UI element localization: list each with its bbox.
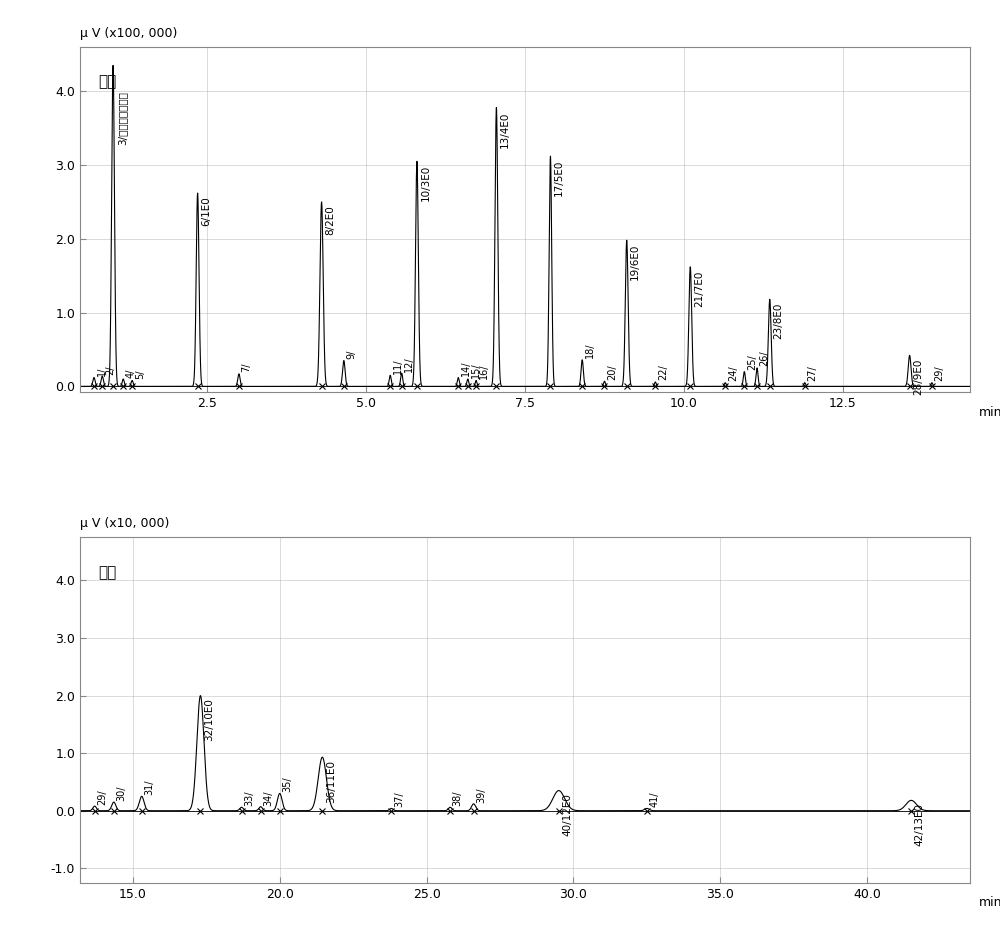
Text: 29/: 29/	[935, 365, 945, 381]
Text: 35/: 35/	[282, 777, 292, 793]
Text: 24/: 24/	[728, 365, 738, 381]
Text: 4/: 4/	[126, 368, 136, 377]
Text: 26/: 26/	[760, 351, 770, 366]
Text: 6/1E0: 6/1E0	[201, 197, 211, 226]
Text: 30/: 30/	[116, 785, 126, 801]
Text: 31/: 31/	[144, 779, 154, 795]
Text: 41/: 41/	[650, 792, 660, 808]
Text: 2/: 2/	[105, 365, 115, 375]
Text: min: min	[979, 406, 1000, 419]
Text: 36/11E0: 36/11E0	[326, 760, 336, 803]
Text: 38/: 38/	[453, 791, 463, 806]
Text: 27/: 27/	[807, 365, 817, 381]
Text: 11/: 11/	[393, 359, 403, 374]
Text: 32/10E0: 32/10E0	[204, 699, 214, 742]
Text: 42/13E0: 42/13E0	[915, 803, 925, 846]
Text: 色谱: 色谱	[98, 74, 116, 89]
Text: 16/: 16/	[479, 363, 489, 379]
Text: 28/9E0: 28/9E0	[913, 359, 923, 395]
Text: 17/5E0: 17/5E0	[554, 160, 564, 196]
Text: 13/4E0: 13/4E0	[500, 111, 510, 147]
Text: 33/: 33/	[244, 791, 254, 806]
Text: min: min	[979, 897, 1000, 910]
Text: 39/: 39/	[476, 787, 486, 803]
Text: 15/: 15/	[470, 362, 480, 377]
Text: 20/: 20/	[607, 364, 617, 379]
Text: 1/: 1/	[97, 366, 107, 376]
Text: 34/: 34/	[263, 790, 273, 806]
Text: 8/2E0: 8/2E0	[325, 206, 335, 236]
Text: 12/: 12/	[404, 356, 414, 372]
Text: 14/: 14/	[461, 361, 471, 376]
Text: 10/3E0: 10/3E0	[420, 165, 430, 201]
Text: 9/: 9/	[346, 349, 356, 359]
Text: 29/: 29/	[97, 790, 107, 805]
Text: 18/: 18/	[585, 343, 595, 359]
Text: 5/: 5/	[135, 370, 145, 379]
Text: μ V (x10, 000): μ V (x10, 000)	[80, 517, 169, 531]
Text: 19/6E0: 19/6E0	[630, 244, 640, 281]
Text: 25/: 25/	[747, 354, 757, 370]
Text: 22/: 22/	[658, 364, 668, 380]
Text: 37/: 37/	[394, 792, 404, 808]
Text: μ V (x100, 000): μ V (x100, 000)	[80, 27, 177, 40]
Text: 21/7E0: 21/7E0	[694, 270, 704, 307]
Text: 色谱: 色谱	[98, 565, 116, 580]
Text: 7/: 7/	[242, 362, 252, 373]
Text: 23/8E0: 23/8E0	[773, 303, 783, 339]
Text: 40/12E0: 40/12E0	[562, 793, 572, 837]
Text: 3/标样定乙酸乙酰: 3/标样定乙酸乙酰	[118, 91, 128, 145]
